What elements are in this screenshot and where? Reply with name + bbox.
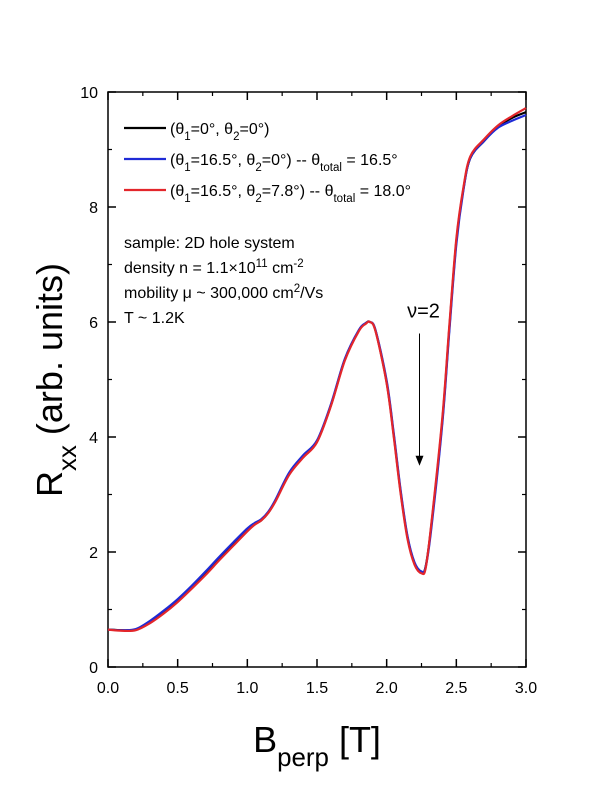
x-tick-label: 3.0 (515, 680, 537, 697)
note-line: mobility μ ~ 300,000 cm2/Vs (124, 283, 323, 302)
legend: (θ1=0°, θ2=0°) (θ1=16.5°, θ2=0°) -- θtota… (124, 121, 411, 205)
series-line-3 (107, 107, 527, 633)
y-tick-label: 6 (89, 315, 98, 332)
note-line: sample: 2D hole system (124, 235, 295, 252)
x-tick-label: 0.5 (167, 680, 189, 697)
plot-frame (107, 91, 527, 668)
x-tick-label: 1.5 (306, 680, 328, 697)
x-tick-label: 2.5 (445, 680, 467, 697)
y-tick-label: 0 (89, 660, 98, 677)
y-tick-labels: 0 2 4 6 8 10 (80, 85, 98, 677)
annotation-label: ν=2 (407, 301, 440, 323)
legend-label: (θ1=0°, θ2=0°) (170, 121, 269, 143)
annotation-arrow-head (415, 455, 424, 466)
axis-ticks (107, 91, 527, 668)
x-tick-labels: 0.0 0.5 1.0 1.5 2.0 2.5 3.0 (97, 680, 537, 697)
y-tick-label: 4 (89, 430, 98, 447)
y-tick-label: 8 (89, 200, 98, 217)
x-tick-label: 0.0 (97, 680, 119, 697)
nu-annotation: ν=2 (407, 301, 440, 466)
y-axis-title: Rxx (arb. units) (29, 263, 82, 497)
y-tick-label: 2 (89, 545, 98, 562)
sample-notes: sample: 2D hole system density n = 1.1×10… (124, 235, 323, 327)
y-tick-label: 10 (80, 85, 98, 102)
data-series (107, 107, 527, 633)
x-tick-label: 1.0 (236, 680, 258, 697)
note-line: T ~ 1.2K (124, 310, 185, 327)
legend-label: (θ1=16.5°, θ2=7.8°) -- θtotal = 18.0° (170, 183, 411, 205)
x-tick-label: 2.0 (376, 680, 398, 697)
note-line: density n = 1.1×1011 cm-2 (124, 258, 304, 277)
x-axis-title: Bperp [T] (253, 719, 381, 772)
legend-label: (θ1=16.5°, θ2=0°) -- θtotal = 16.5° (170, 152, 398, 174)
